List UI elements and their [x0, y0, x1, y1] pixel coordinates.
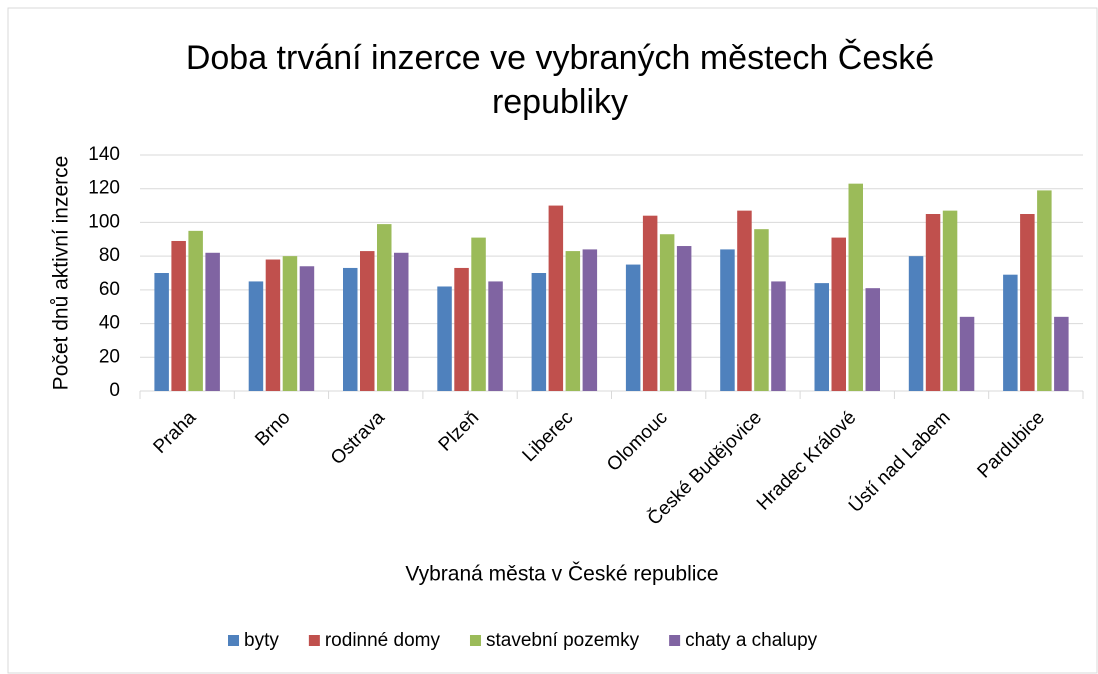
bar: [754, 229, 769, 391]
bar: [771, 281, 786, 391]
bar: [454, 267, 469, 391]
bar: [625, 264, 641, 391]
y-tick-label: 60: [99, 279, 120, 300]
bar: [959, 316, 975, 391]
y-tick-label: 40: [99, 313, 120, 334]
bar: [659, 234, 675, 391]
legend-swatch: [669, 635, 681, 646]
legend-label: chaty a chalupy: [685, 630, 818, 651]
legend-label: rodinné domy: [325, 630, 441, 651]
bar: [471, 237, 486, 391]
x-tick-label: Olomouc: [603, 407, 672, 476]
bar: [377, 224, 392, 391]
bar: [908, 256, 924, 391]
bar: [942, 210, 958, 391]
bar: [565, 251, 581, 391]
y-tick-label: 0: [109, 380, 120, 401]
bar: [154, 273, 169, 391]
bar: [171, 240, 186, 391]
bar: [848, 183, 863, 391]
bar: [360, 251, 375, 391]
bar: [343, 267, 358, 391]
x-tick-label: Ostrava: [327, 407, 389, 469]
bar: [265, 259, 281, 391]
y-axis-label: Počet dnů aktivní inzerce: [50, 156, 73, 391]
y-tick-label: 120: [88, 178, 120, 199]
bar: [720, 249, 735, 391]
x-tick-label: Hradec Králové: [753, 407, 860, 514]
bar: [488, 281, 503, 391]
x-tick-label: Plzeň: [435, 407, 483, 455]
bar: [1003, 274, 1018, 391]
bar: [831, 237, 846, 391]
y-tick-label: 140: [88, 144, 120, 165]
bar: [1037, 190, 1052, 391]
bar: [737, 210, 752, 391]
bar: [582, 249, 598, 391]
legend-swatch: [228, 635, 239, 646]
x-tick-label: Ústí nad Labem: [844, 407, 954, 517]
bar: [248, 281, 264, 391]
bar: [676, 246, 692, 391]
legend-label: byty: [244, 630, 279, 651]
y-tick-label: 100: [88, 211, 120, 232]
bar: [642, 215, 658, 391]
bar: [1020, 214, 1035, 391]
legend-swatch: [469, 635, 481, 646]
chart-border: [7, 7, 1098, 674]
bar: [814, 283, 829, 391]
legend-swatch: [308, 635, 320, 646]
bar: [925, 214, 941, 391]
bar: [548, 205, 564, 391]
bar: [531, 273, 547, 391]
bar: [188, 230, 203, 391]
y-tick-label: 20: [99, 346, 120, 367]
bar: [299, 266, 315, 391]
bar: [394, 252, 409, 391]
x-tick-label: Praha: [150, 407, 201, 458]
chart-title: Doba trvání inzerce ve vybraných městech…: [185, 39, 935, 121]
x-tick-label: Liberec: [519, 407, 578, 466]
y-tick-label: 80: [99, 245, 120, 266]
bar: [1054, 316, 1069, 391]
x-tick-label: Brno: [251, 407, 294, 450]
bar: [282, 256, 298, 391]
bar: [437, 286, 452, 391]
bar: [205, 252, 220, 391]
legend-label: stavební pozemky: [486, 630, 640, 651]
x-axis-label: Vybraná města v České republice: [405, 563, 718, 586]
x-tick-label: Pardubice: [974, 407, 1049, 482]
bar: [865, 288, 880, 391]
